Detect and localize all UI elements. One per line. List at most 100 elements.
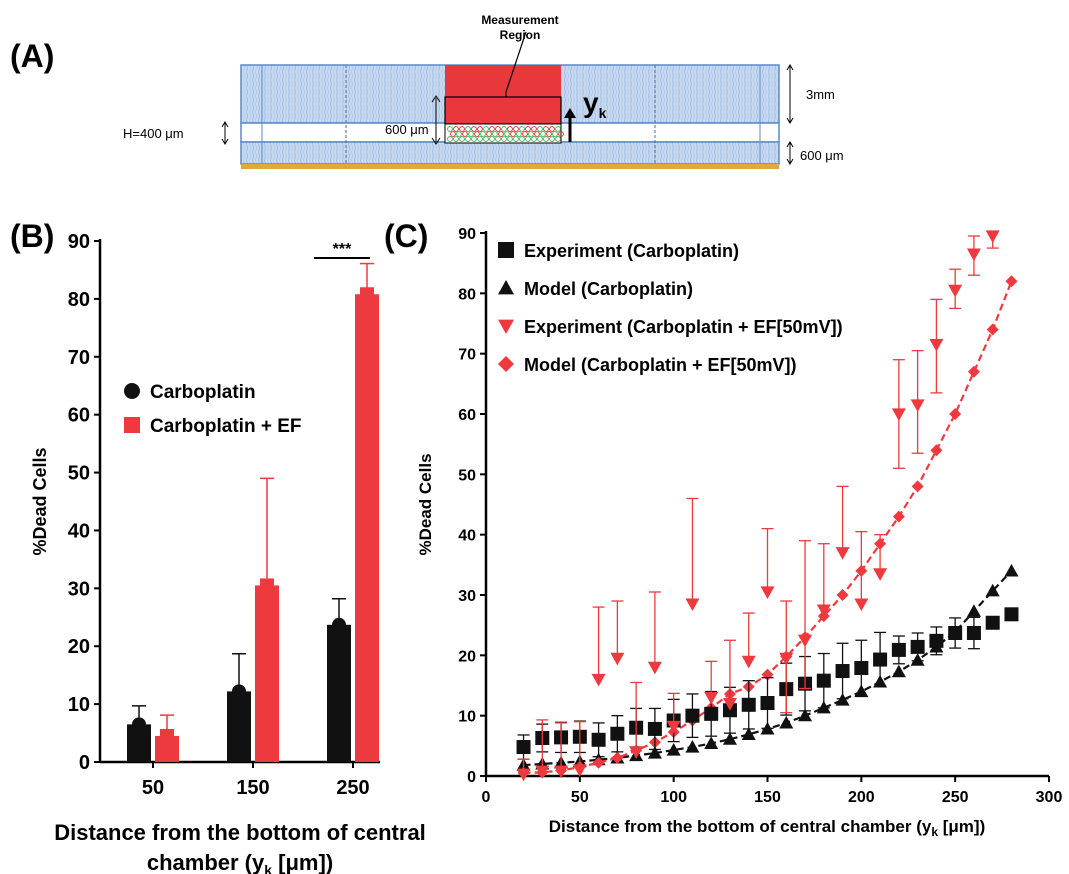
cell — [525, 136, 531, 142]
data-point — [798, 708, 813, 722]
data-point — [592, 756, 605, 769]
yk-label: yk — [583, 87, 607, 121]
y-axis-label: %Dead Cells — [416, 453, 435, 555]
data-point — [986, 323, 999, 336]
bar — [355, 294, 379, 762]
data-point — [910, 399, 925, 412]
legend-label: Carboplatin — [150, 382, 256, 403]
data-point — [610, 726, 625, 741]
cell — [519, 136, 525, 142]
data-point — [798, 634, 813, 648]
cell — [525, 126, 531, 132]
data-point — [948, 284, 963, 298]
cell — [522, 131, 528, 137]
cell — [519, 126, 525, 132]
600um-label: 600 μm — [800, 148, 844, 163]
y-tick-label: 10 — [68, 694, 90, 716]
data-point — [666, 720, 681, 734]
panel-label-c: (C) — [384, 218, 428, 254]
data-point — [967, 365, 980, 378]
cell — [459, 136, 465, 142]
cell — [549, 126, 555, 132]
data-point — [948, 626, 963, 641]
cell — [468, 131, 474, 137]
y-tick-label: 40 — [458, 528, 476, 545]
data-point — [930, 444, 943, 457]
cell — [543, 136, 549, 142]
arrow-tip — [786, 117, 794, 124]
h-label: H=400 μm — [123, 126, 184, 141]
data-point — [779, 652, 794, 666]
data-point — [516, 768, 531, 782]
device-schematic: Measurement Region 600 μm yk H=400 μm 3m… — [123, 13, 844, 169]
data-point — [1004, 563, 1019, 577]
inner-height-label: 600 μm — [385, 122, 429, 137]
data-point — [985, 583, 1000, 597]
bar — [327, 624, 351, 762]
y-tick-label: 20 — [458, 648, 476, 665]
cell — [543, 126, 549, 132]
bar — [255, 585, 279, 762]
cell — [552, 131, 558, 137]
legend-label: Carboplatin + EF — [150, 416, 302, 437]
cell — [465, 136, 471, 142]
data-point — [498, 356, 514, 372]
data-point — [760, 586, 775, 599]
cell — [546, 131, 552, 137]
x-axis-label: Distance from the bottom of central — [54, 820, 426, 845]
data-point — [816, 673, 831, 688]
data-point — [779, 715, 794, 729]
data-point — [891, 642, 906, 657]
cell — [495, 126, 501, 132]
y-tick-label: 30 — [458, 588, 476, 605]
x-tick-label: 250 — [942, 789, 969, 806]
data-point — [910, 639, 925, 654]
bar-marker — [232, 684, 246, 699]
x-tick-label: 0 — [482, 789, 491, 806]
cell — [447, 136, 453, 142]
cell — [495, 136, 501, 142]
data-point — [966, 248, 981, 262]
data-point — [1005, 275, 1018, 288]
cell — [507, 126, 513, 132]
data-point — [498, 242, 514, 258]
y-tick-label: 10 — [458, 709, 476, 726]
data-point — [760, 695, 775, 710]
data-point — [891, 408, 906, 421]
cell — [483, 126, 489, 132]
data-point — [704, 706, 719, 721]
legend-marker — [124, 383, 140, 399]
arrow-tip — [786, 64, 794, 71]
data-point — [854, 661, 869, 676]
data-point — [741, 655, 756, 669]
cell — [558, 131, 564, 137]
x-tick-label: 200 — [848, 789, 875, 806]
data-point — [685, 740, 700, 753]
panel-label-b: (B) — [10, 218, 54, 254]
data-point — [685, 598, 700, 612]
cell — [465, 126, 471, 132]
arrow-tip — [786, 141, 794, 148]
x-tick-label: 150 — [236, 777, 269, 799]
y-tick-label: 60 — [458, 407, 476, 424]
arrow-tip — [431, 137, 441, 145]
data-point — [929, 339, 944, 352]
data-point — [985, 615, 1000, 630]
bar-marker — [332, 617, 346, 632]
bar-marker — [360, 287, 374, 302]
legend-label: Model (Carboplatin) — [524, 279, 693, 299]
y-tick-label: 90 — [68, 231, 90, 253]
data-point — [629, 746, 644, 759]
arrow-tip — [221, 121, 229, 128]
data-point — [666, 743, 681, 756]
data-point — [591, 732, 606, 747]
data-point — [647, 721, 662, 736]
y-axis-label: %Dead Cells — [30, 447, 50, 555]
region-pointer — [505, 31, 527, 93]
data-point — [722, 698, 737, 711]
data-point — [685, 708, 700, 723]
x-tick-label: 50 — [142, 777, 164, 799]
cell — [489, 136, 495, 142]
cell — [513, 136, 519, 142]
